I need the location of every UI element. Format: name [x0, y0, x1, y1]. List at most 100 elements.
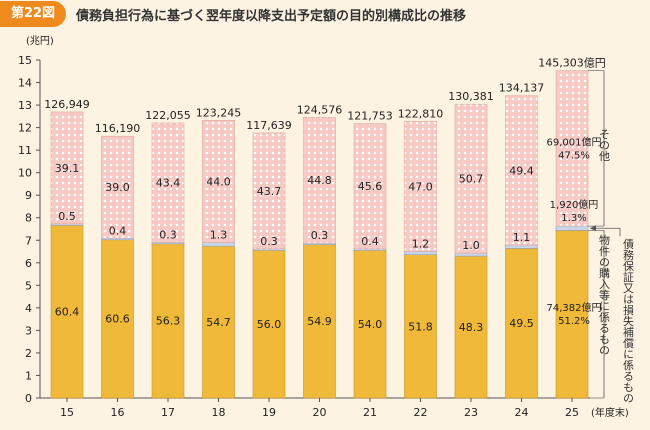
- bar-segment-other: [50, 111, 84, 225]
- bar-segment-guarantee: [454, 252, 488, 257]
- x-tick-label: 20: [313, 406, 327, 419]
- data-label-purchase: 51.8: [408, 320, 433, 333]
- data-label-guarantee-amount: 1,920億円: [550, 198, 599, 211]
- data-label-guarantee: 0.4: [109, 224, 127, 237]
- series-label-other: その他: [598, 128, 611, 161]
- data-label-other: 45.6: [358, 180, 383, 193]
- y-tick-label: 13: [18, 99, 32, 112]
- x-tick-label: 18: [212, 406, 226, 419]
- y-tick-label: 3: [25, 324, 32, 337]
- data-label-guarantee: 0.3: [159, 228, 177, 241]
- bar-segment-other: [202, 119, 235, 243]
- data-label-other-amount: 69,001億円: [547, 135, 602, 148]
- y-axis-unit: (兆円): [26, 35, 54, 47]
- series-label-purchase: 物件の購入等に係るもの: [598, 233, 611, 355]
- y-tick-label: 9: [25, 189, 32, 202]
- data-label-purchase: 56.0: [257, 318, 282, 331]
- bar-segment-purchase: [252, 249, 286, 399]
- x-tick-label: 17: [161, 406, 175, 419]
- y-tick-label: 0: [25, 392, 32, 405]
- x-axis-unit: (年度末): [591, 406, 629, 419]
- data-label-other: 47.5%: [558, 150, 590, 161]
- data-label-purchase: 60.6: [105, 313, 130, 326]
- series-label-guarantee: 債務保証又は損失補償に係るもの: [622, 237, 635, 403]
- bar-total-label: 123,245: [196, 106, 242, 119]
- data-label-other: 39.0: [105, 181, 130, 194]
- y-tick-label: 14: [18, 77, 32, 90]
- y-tick-label: 1: [25, 369, 32, 382]
- data-label-guarantee: 1.3: [210, 228, 228, 241]
- data-label-guarantee: 0.3: [311, 229, 329, 242]
- data-label-purchase: 54.7: [206, 316, 231, 329]
- data-label-guarantee: 0.5: [58, 210, 76, 223]
- data-label-purchase: 54.9: [307, 315, 332, 328]
- bar-segment-other: [353, 123, 387, 250]
- y-tick-label: 11: [18, 144, 32, 157]
- bar-total-label: 117,639: [246, 119, 292, 132]
- x-tick-label: 24: [515, 406, 529, 419]
- bar-segment-purchase: [202, 245, 235, 399]
- data-label-purchase: 54.0: [358, 318, 383, 331]
- bar-total-label: 121,753: [347, 110, 393, 123]
- bar-total-label: 116,190: [95, 122, 141, 135]
- bar-segment-other: [101, 135, 134, 239]
- bar-total-label: 122,810: [398, 107, 444, 120]
- y-tick-label: 10: [18, 167, 32, 180]
- data-label-other: 49.4: [509, 164, 534, 177]
- data-label-guarantee: 1.0: [462, 239, 480, 252]
- x-tick-label: 15: [60, 406, 74, 419]
- y-tick-label: 2: [25, 347, 32, 360]
- data-label-other: 43.4: [156, 177, 181, 190]
- bar-total-label: 130,381: [448, 90, 494, 103]
- data-label-purchase: 48.3: [459, 321, 484, 334]
- data-label-guarantee: 1.1: [513, 231, 531, 244]
- data-label-other: 47.0: [408, 180, 433, 193]
- x-tick-label: 19: [262, 406, 276, 419]
- data-label-guarantee: 1.3%: [561, 213, 586, 224]
- data-label-other: 44.0: [206, 175, 231, 188]
- x-tick-label: 22: [414, 406, 428, 419]
- data-label-other: 44.8: [307, 174, 332, 187]
- bar-segment-other: [404, 120, 437, 252]
- y-tick-label: 15: [18, 54, 32, 67]
- data-label-other: 50.7: [459, 173, 484, 186]
- x-tick-label: 21: [363, 406, 377, 419]
- data-label-purchase: 51.2%: [558, 316, 590, 327]
- figure-header: 第22図 債務負担行為に基づく翌年度以降支出予定額の目的別構成比の推移: [0, 0, 650, 30]
- data-label-purchase-amount: 74,382億円: [547, 301, 602, 314]
- data-label-guarantee: 0.4: [361, 235, 379, 248]
- bar-segment-purchase: [555, 230, 589, 399]
- figure-title: 債務負担行為に基づく翌年度以降支出予定額の目的別構成比の推移: [76, 9, 467, 24]
- stacked-bar-chart: 0123456789101112131415(兆円)60.40.539.1126…: [18, 35, 635, 419]
- bar-segment-other: [151, 122, 185, 243]
- y-tick-label: 8: [25, 212, 32, 225]
- data-label-purchase: 49.5: [509, 317, 534, 330]
- bar-total-label: 145,303億円: [538, 57, 606, 70]
- bar-segment-guarantee: [404, 251, 437, 255]
- bar-total-label: 124,576: [297, 103, 343, 116]
- x-tick-label: 16: [111, 406, 125, 419]
- bar-segment-purchase: [404, 254, 437, 399]
- bar-segment-other: [555, 70, 589, 227]
- bar-segment-guarantee: [555, 225, 589, 231]
- y-tick-label: 7: [25, 234, 32, 247]
- figure-number-badge: 第22図: [0, 1, 66, 27]
- data-label-purchase: 56.3: [156, 315, 181, 328]
- bar-segment-other: [505, 95, 538, 246]
- bar-total-label: 122,055: [145, 109, 191, 122]
- data-label-purchase: 60.4: [55, 306, 80, 319]
- x-tick-label: 23: [464, 406, 478, 419]
- y-tick-label: 4: [25, 302, 32, 315]
- data-label-guarantee: 0.3: [260, 235, 278, 248]
- y-tick-label: 6: [25, 257, 32, 270]
- y-tick-label: 12: [18, 122, 32, 135]
- x-tick-label: 25: [565, 406, 579, 419]
- data-label-other: 43.7: [257, 185, 282, 198]
- data-label-other: 39.1: [55, 162, 80, 175]
- bar-segment-other: [303, 116, 336, 244]
- bar-segment-purchase: [353, 249, 387, 399]
- y-tick-label: 5: [25, 279, 32, 292]
- bar-segment-other: [454, 103, 488, 254]
- arrowhead-guarantee: [590, 225, 596, 232]
- bar-segment-guarantee: [505, 244, 538, 249]
